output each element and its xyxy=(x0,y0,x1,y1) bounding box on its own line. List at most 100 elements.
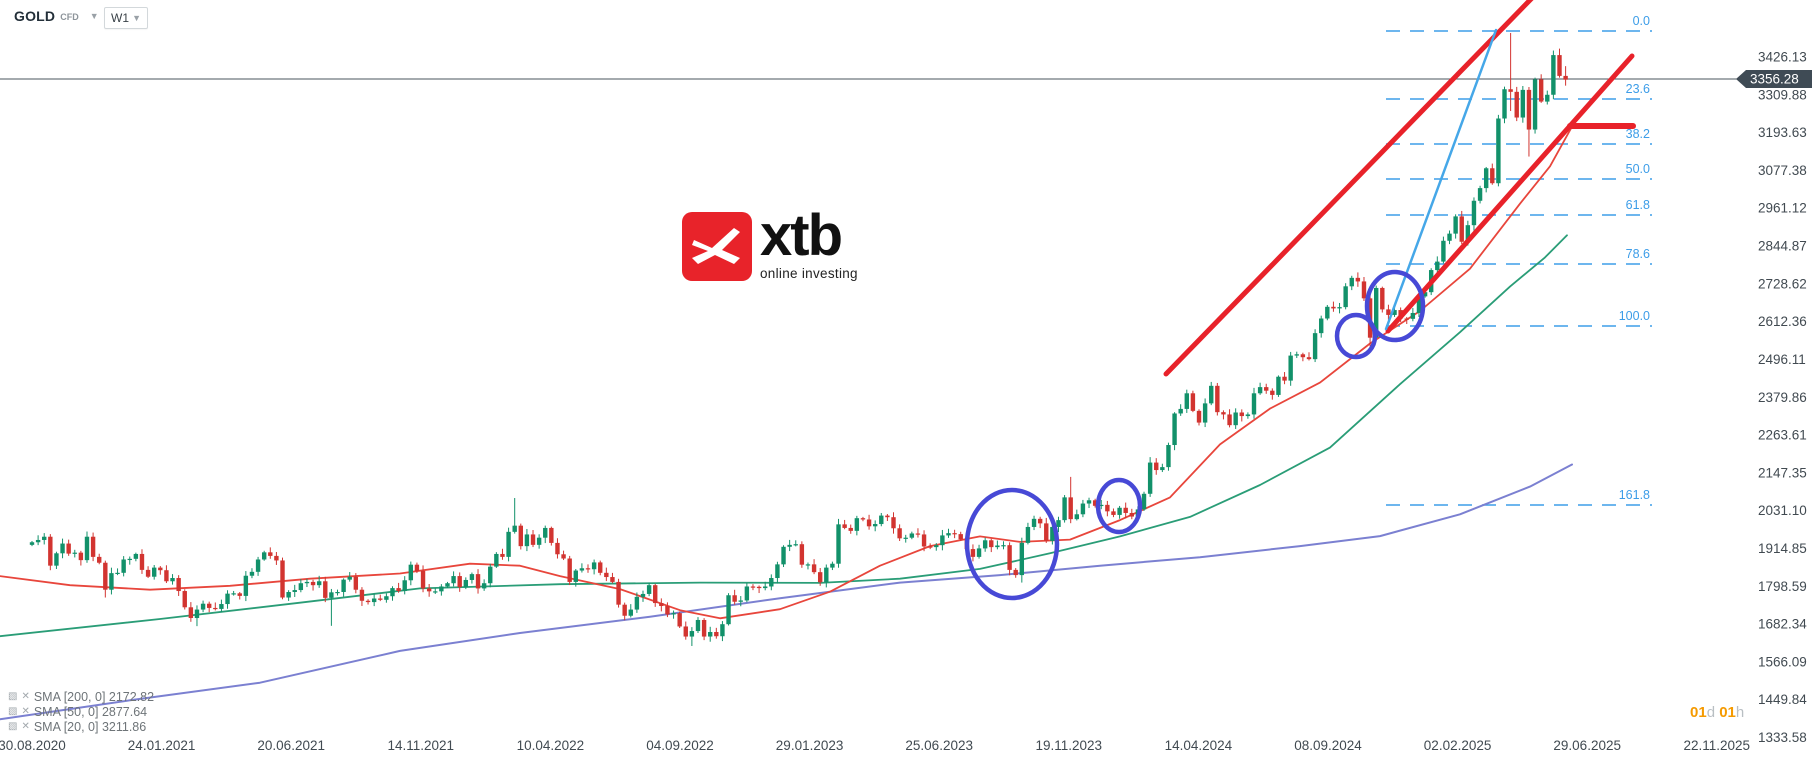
candle-countdown: 01d 01h xyxy=(1690,704,1744,721)
candlestick xyxy=(1563,75,1568,80)
candlestick xyxy=(732,595,737,602)
candlestick xyxy=(1178,408,1183,414)
candlestick xyxy=(1086,500,1092,504)
candlestick xyxy=(1532,79,1538,130)
candlestick xyxy=(1270,390,1275,395)
indicator-settings-icon[interactable]: ▧ xyxy=(8,705,18,717)
candlestick xyxy=(769,578,774,587)
candlestick xyxy=(396,588,401,592)
candlestick xyxy=(249,571,255,576)
ellipse-annotation[interactable] xyxy=(1334,312,1378,360)
candlestick xyxy=(1294,354,1299,356)
candlestick xyxy=(1154,462,1159,471)
timeframe-dropdown[interactable]: W1 ▼ xyxy=(104,7,148,29)
candlestick xyxy=(1019,542,1025,576)
indicator-remove-icon[interactable]: ✕ xyxy=(21,706,30,717)
indicator-remove-icon[interactable]: ✕ xyxy=(21,691,30,702)
candlestick xyxy=(854,518,860,531)
candlestick xyxy=(1044,523,1049,541)
candlestick xyxy=(488,566,493,584)
xtb-logo-icon xyxy=(682,212,752,281)
indicator-remove-icon[interactable]: ✕ xyxy=(21,721,30,732)
candlestick xyxy=(145,569,151,577)
candlestick xyxy=(836,524,841,564)
candlestick xyxy=(121,559,126,573)
price-axis-label: 1333.58 xyxy=(1758,730,1807,745)
candlestick xyxy=(976,548,982,557)
indicator-row: ▧ ✕ SMA [50, 0] 2877.64 xyxy=(8,704,154,719)
candlestick xyxy=(701,619,707,637)
candlestick xyxy=(579,568,585,571)
candlestick xyxy=(1557,55,1562,76)
candlestick xyxy=(763,586,768,589)
candlestick xyxy=(811,564,817,573)
fib-level-label: 23.6 xyxy=(1626,82,1650,96)
candlestick xyxy=(78,552,84,561)
candlestick xyxy=(1331,306,1336,309)
candlestick xyxy=(714,632,719,637)
candlestick xyxy=(463,579,469,588)
candlestick xyxy=(872,524,878,527)
candlestick xyxy=(927,546,933,548)
ellipse-annotation[interactable] xyxy=(1364,269,1426,343)
indicator-settings-icon[interactable]: ▧ xyxy=(8,690,18,702)
candlestick xyxy=(1526,89,1532,130)
candlestick xyxy=(164,570,169,582)
candlestick xyxy=(1245,414,1251,417)
indicator-settings-icon[interactable]: ▧ xyxy=(8,720,18,732)
candlestick xyxy=(934,545,939,548)
candlestick xyxy=(54,553,59,566)
candlestick xyxy=(304,581,310,584)
candlestick xyxy=(316,581,322,586)
candlestick xyxy=(604,572,609,578)
candlestick xyxy=(506,531,511,557)
candlestick xyxy=(1392,310,1397,315)
candlestick xyxy=(744,586,750,601)
price-axis-label: 2263.61 xyxy=(1758,428,1807,443)
candlestick xyxy=(1502,89,1507,119)
countdown-days-unit: d xyxy=(1706,704,1716,721)
price-axis-label: 3077.38 xyxy=(1758,163,1807,178)
candlestick xyxy=(1025,526,1031,543)
candlestick xyxy=(940,535,945,546)
upper-channel-line[interactable] xyxy=(1163,0,1534,377)
candlestick xyxy=(518,525,523,547)
candlestick xyxy=(1251,393,1257,415)
candlestick xyxy=(958,534,963,540)
date-axis-label: 04.09.2022 xyxy=(646,738,714,753)
candlestick xyxy=(237,593,242,596)
candlestick xyxy=(1416,296,1422,313)
sma-200-line xyxy=(0,463,1573,721)
candlestick xyxy=(1080,503,1086,515)
candlestick xyxy=(170,578,175,582)
candlestick xyxy=(1037,518,1043,524)
candlestick xyxy=(451,576,456,584)
current-price-badge xyxy=(1736,70,1812,88)
symbol-selector[interactable]: GOLD CFD ▼ xyxy=(14,8,99,24)
symbol-type-label: CFD xyxy=(60,12,79,22)
price-axis-label: 2728.62 xyxy=(1758,276,1807,291)
fib-level-label: 38.2 xyxy=(1626,127,1650,141)
price-axis-label: 3309.88 xyxy=(1758,87,1807,102)
candlestick xyxy=(475,574,481,589)
candlestick xyxy=(738,600,743,602)
breakout-trendline[interactable] xyxy=(1384,28,1498,331)
candlestick xyxy=(897,528,902,539)
candlestick xyxy=(1196,410,1202,423)
candlestick xyxy=(371,598,377,603)
ellipse-annotation[interactable] xyxy=(964,487,1060,601)
candlestick xyxy=(365,600,371,603)
lower-channel-line[interactable] xyxy=(1385,53,1635,334)
candlestick xyxy=(1068,497,1073,520)
candlestick xyxy=(677,613,682,627)
ellipse-annotation[interactable] xyxy=(1095,477,1143,535)
brand-name: xtb xyxy=(760,203,843,268)
candlestick xyxy=(536,537,542,545)
fib-level-label: 50.0 xyxy=(1626,162,1650,176)
fib-level-label: 100.0 xyxy=(1619,309,1650,323)
candlestick xyxy=(329,592,334,598)
candlestick xyxy=(469,574,475,580)
candlestick xyxy=(634,596,640,610)
